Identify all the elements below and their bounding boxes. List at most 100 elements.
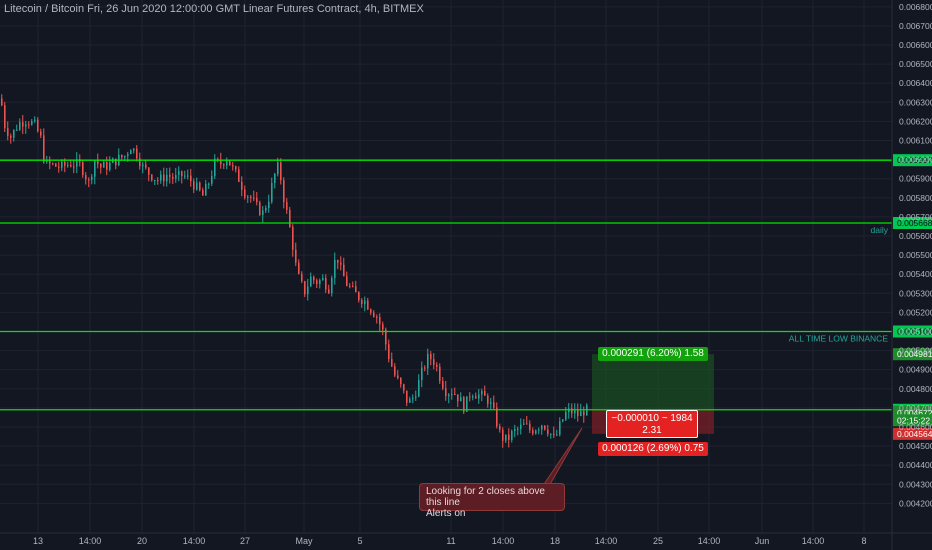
y-tick-label: 0.005100 bbox=[899, 326, 932, 336]
candle-body bbox=[154, 179, 156, 181]
candle-body bbox=[583, 411, 585, 416]
candle-body bbox=[217, 158, 219, 160]
candle-body bbox=[145, 164, 147, 168]
candle-body bbox=[385, 329, 387, 345]
annotation-pointer bbox=[538, 427, 583, 491]
candle-body bbox=[493, 402, 495, 408]
candle-body bbox=[454, 393, 456, 395]
candle-body bbox=[322, 278, 324, 281]
x-tick-label: 8 bbox=[861, 536, 866, 546]
candle-body bbox=[148, 167, 150, 175]
candle-body bbox=[1, 98, 3, 106]
y-tick-label: 0.005600 bbox=[899, 231, 932, 241]
candle-body bbox=[415, 396, 417, 398]
level-badge-label: 0.005997 bbox=[897, 155, 932, 165]
y-tick-label: 0.004900 bbox=[899, 365, 932, 375]
candle-body bbox=[202, 190, 204, 196]
y-tick-label: 0.006400 bbox=[899, 78, 932, 88]
candle-body bbox=[22, 122, 24, 127]
y-tick-label: 0.005900 bbox=[899, 174, 932, 184]
candle-body bbox=[355, 286, 357, 293]
candle-body bbox=[205, 183, 207, 196]
candle-body bbox=[82, 162, 84, 176]
candle-body bbox=[187, 175, 189, 177]
candle-body bbox=[559, 421, 561, 435]
candle-body bbox=[151, 174, 153, 181]
candle-body bbox=[76, 159, 78, 167]
x-tick-label: 20 bbox=[137, 536, 147, 546]
candle-body bbox=[352, 286, 354, 288]
candle-body bbox=[94, 160, 96, 177]
candle-body bbox=[460, 397, 462, 402]
candle-body bbox=[403, 384, 405, 391]
candle-body bbox=[43, 135, 45, 163]
y-tick-label: 0.004800 bbox=[899, 384, 932, 394]
x-tick-label: 5 bbox=[357, 536, 362, 546]
y-tick-label: 0.006000 bbox=[899, 155, 932, 165]
candle-body bbox=[571, 408, 573, 414]
candle-body bbox=[247, 196, 249, 198]
y-tick-label: 0.006700 bbox=[899, 21, 932, 31]
y-tick-label: 0.006600 bbox=[899, 40, 932, 50]
candle-body bbox=[436, 364, 438, 367]
candle-body bbox=[274, 173, 276, 184]
candle-body bbox=[226, 160, 228, 166]
candle-body bbox=[199, 182, 201, 191]
x-tick-label: 14:00 bbox=[183, 536, 206, 546]
candle-body bbox=[61, 161, 63, 168]
candle-body bbox=[73, 166, 75, 168]
candle-body bbox=[52, 163, 54, 165]
candle-body bbox=[391, 359, 393, 367]
candle-body bbox=[70, 165, 72, 167]
candle-body bbox=[538, 429, 540, 431]
candle-body bbox=[103, 161, 105, 168]
annotation-callout[interactable]: Looking for 2 closes above this line Ale… bbox=[419, 483, 565, 519]
candle-body bbox=[7, 128, 9, 136]
candle-body bbox=[346, 276, 348, 286]
candle-body bbox=[430, 353, 432, 360]
candle-body bbox=[58, 166, 60, 168]
candle-body bbox=[175, 174, 177, 179]
candle-body bbox=[85, 175, 87, 180]
candle-body bbox=[130, 150, 132, 155]
candle-body bbox=[580, 411, 582, 417]
candle-body bbox=[520, 424, 522, 429]
x-tick-label: 11 bbox=[446, 536, 455, 546]
y-tick-label: 0.006300 bbox=[899, 97, 932, 107]
candle-body bbox=[19, 122, 21, 130]
candle-body bbox=[412, 397, 414, 400]
candle-body bbox=[349, 285, 351, 287]
candle-body bbox=[109, 162, 111, 170]
candle-body bbox=[223, 164, 225, 166]
y-tick-label: 0.005300 bbox=[899, 288, 932, 298]
candle-body bbox=[550, 433, 552, 435]
candle-body bbox=[4, 105, 6, 129]
candle-body bbox=[532, 430, 534, 434]
price-badge bbox=[893, 348, 932, 361]
candle-body bbox=[316, 280, 318, 285]
horizontal-levels: 0.005997 0.005668 daily 0.005100 ALL TIME LO… bbox=[0, 154, 932, 491]
price-badge bbox=[893, 427, 932, 440]
candle-body bbox=[34, 119, 36, 122]
candle-body bbox=[64, 161, 66, 166]
level-badge bbox=[893, 325, 932, 338]
level-badge-label: 0.005100 bbox=[897, 326, 932, 336]
level-badge-label: 0.005668 bbox=[897, 218, 932, 228]
candle-body bbox=[358, 292, 360, 301]
candle-body bbox=[262, 210, 264, 215]
candle-body bbox=[382, 324, 384, 330]
candle-body bbox=[502, 429, 504, 441]
candle-body bbox=[541, 425, 543, 430]
candle-body bbox=[376, 316, 378, 318]
candle-body bbox=[235, 166, 237, 170]
candle-body bbox=[67, 165, 69, 167]
candle-body bbox=[265, 208, 267, 211]
y-tick-label: 0.004400 bbox=[899, 460, 932, 470]
candle-body bbox=[343, 264, 345, 277]
candle-body bbox=[280, 162, 282, 181]
candle-body bbox=[295, 249, 297, 263]
y-tick-label: 0.005800 bbox=[899, 193, 932, 203]
target-zone bbox=[592, 354, 714, 410]
